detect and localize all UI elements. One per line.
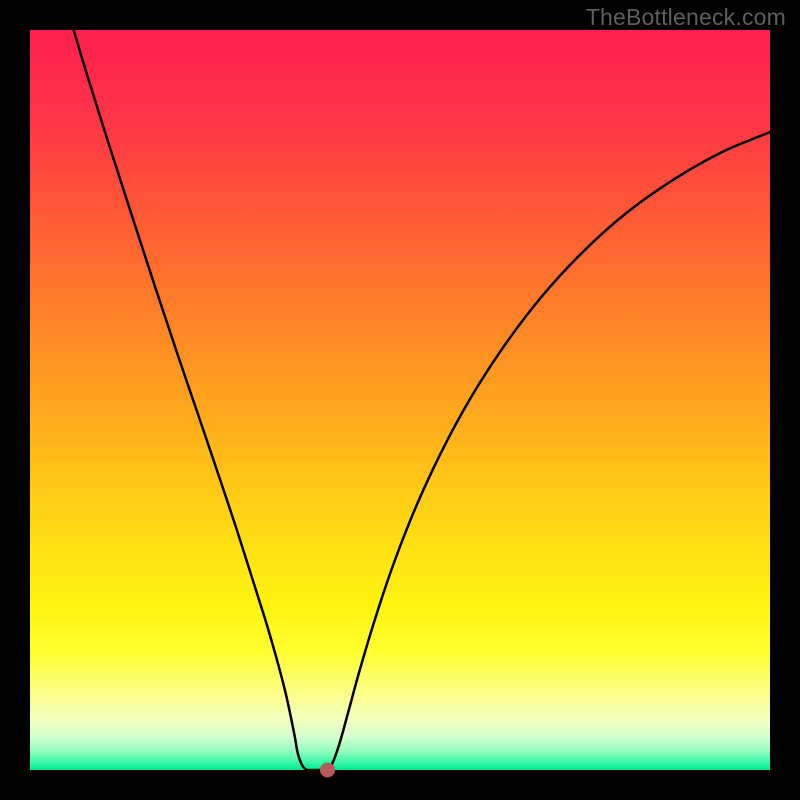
chart-container: TheBottleneck.com: [0, 0, 800, 800]
bottleneck-chart: [0, 0, 800, 800]
plot-background: [30, 30, 770, 770]
watermark-text: TheBottleneck.com: [586, 4, 786, 31]
minimum-marker: [320, 763, 335, 778]
